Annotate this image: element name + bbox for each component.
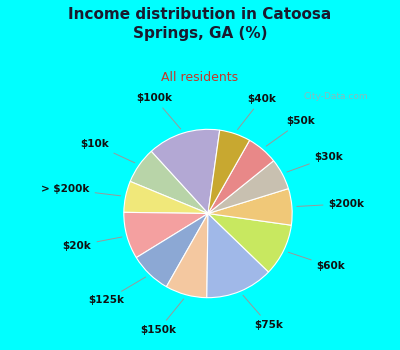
Wedge shape	[207, 214, 268, 298]
Wedge shape	[208, 189, 292, 225]
Text: $60k: $60k	[288, 252, 345, 272]
Text: Income distribution in Catoosa
Springs, GA (%): Income distribution in Catoosa Springs, …	[68, 7, 332, 41]
Wedge shape	[208, 130, 250, 214]
Text: City-Data.com: City-Data.com	[304, 92, 368, 101]
Text: $125k: $125k	[88, 277, 146, 306]
Text: > $200k: > $200k	[41, 184, 121, 196]
Text: $50k: $50k	[266, 117, 315, 146]
Text: $75k: $75k	[243, 295, 283, 330]
Wedge shape	[136, 214, 208, 287]
Wedge shape	[208, 140, 274, 214]
Wedge shape	[124, 181, 208, 214]
Text: $100k: $100k	[136, 93, 181, 129]
Wedge shape	[208, 161, 288, 214]
Text: $20k: $20k	[63, 237, 122, 251]
Wedge shape	[124, 212, 208, 258]
Text: All residents: All residents	[162, 71, 238, 84]
Text: $200k: $200k	[297, 199, 364, 209]
Text: $10k: $10k	[80, 139, 135, 163]
Wedge shape	[130, 151, 208, 214]
Wedge shape	[208, 214, 291, 272]
Wedge shape	[166, 214, 208, 298]
Wedge shape	[151, 130, 220, 214]
Text: $40k: $40k	[238, 94, 276, 130]
Text: $150k: $150k	[140, 299, 184, 335]
Text: $30k: $30k	[287, 152, 344, 172]
